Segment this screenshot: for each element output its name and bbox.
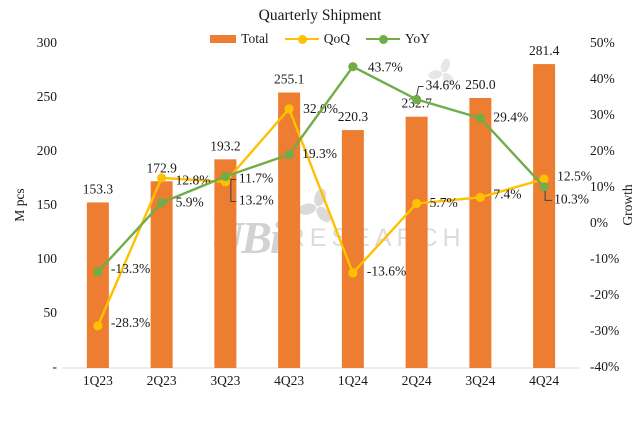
qoq-label-3Q23: 11.7% (239, 171, 273, 186)
bar-label-1Q23: 153.3 (83, 181, 114, 196)
right-axis-tick: 50% (590, 35, 615, 50)
left-axis-title: M pcs (12, 188, 27, 222)
right-axis-tick: 10% (590, 179, 615, 194)
legend-item-yoy: YoY (365, 31, 430, 47)
bar-label-4Q23: 255.1 (274, 71, 304, 86)
legend-item-qoq: QoQ (284, 31, 350, 47)
right-axis-tick: -30% (590, 323, 619, 338)
right-axis-tick: -10% (590, 251, 619, 266)
total-bar-swatch-icon (210, 35, 237, 43)
qoq-label-1Q23: -28.3% (111, 315, 150, 330)
legend-label-qoq: QoQ (323, 31, 350, 46)
qoq-line-swatch-icon (284, 34, 319, 44)
yoy-label-1Q24: 43.7% (368, 59, 403, 74)
bar-3Q23 (214, 159, 237, 368)
chart-legend: Total QoQ YoY (0, 31, 640, 47)
bar-label-3Q23: 193.2 (210, 138, 240, 153)
yoy-point-3Q23 (220, 171, 230, 182)
yoy-point-2Q23 (157, 198, 167, 208)
qoq-point-4Q24 (539, 174, 549, 184)
right-axis-tick: 40% (590, 71, 615, 86)
bar-3Q24 (469, 98, 492, 368)
x-axis-label-1Q23: 1Q23 (83, 373, 113, 388)
yoy-label-3Q23: 13.2% (239, 193, 274, 208)
yoy-point-1Q24 (348, 62, 358, 72)
qoq-point-2Q23 (157, 173, 167, 183)
x-axis-label-2Q23: 2Q23 (147, 373, 177, 388)
yoy-point-4Q24 (539, 182, 549, 192)
right-axis-title: Growth (620, 184, 635, 226)
yoy-point-3Q24 (475, 113, 485, 123)
yoy-label-2Q24: 34.6% (426, 78, 461, 93)
bar-label-1Q24: 220.3 (338, 109, 369, 124)
qoq-point-2Q24 (412, 198, 422, 209)
x-axis-label-1Q24: 1Q24 (338, 373, 368, 388)
x-axis-label-4Q23: 4Q23 (274, 373, 304, 388)
yoy-label-4Q23: 19.3% (302, 146, 337, 161)
qoq-label-4Q23: 32.0% (303, 101, 338, 116)
yoy-label-1Q23: -13.3% (111, 261, 150, 276)
bar-2Q24 (405, 116, 428, 369)
qoq-point-3Q24 (475, 192, 485, 202)
bar-label-4Q24: 281.4 (529, 43, 560, 58)
chart-title: Quarterly Shipment (258, 7, 382, 24)
left-axis-tick: 100 (37, 251, 58, 266)
left-axis-tick: 200 (37, 143, 58, 158)
yoy-point-2Q24 (412, 94, 422, 105)
qoq-point-1Q24 (348, 268, 358, 278)
qoq-label-4Q24: 12.5% (557, 169, 592, 184)
bar-2Q23 (150, 181, 173, 368)
callout-4q24 (544, 190, 553, 201)
right-axis-tick: 30% (590, 107, 615, 122)
qoq-point-4Q23 (284, 104, 294, 114)
x-axis-label-3Q23: 3Q23 (210, 373, 240, 388)
yoy-line (96, 65, 546, 273)
yoy-label-4Q24: 10.3% (554, 192, 589, 207)
bar-4Q23 (278, 92, 301, 368)
legend-label-yoy: YoY (404, 31, 430, 46)
right-axis-tick: 0% (590, 215, 608, 230)
qoq-line (96, 106, 545, 327)
bar-label-3Q24: 250.0 (465, 77, 496, 92)
legend-item-total: Total (210, 31, 269, 47)
right-axis-tick: -40% (590, 359, 619, 374)
yoy-point-4Q23 (284, 149, 294, 160)
bar-4Q24 (533, 64, 556, 368)
yoy-label-2Q23: 5.9% (176, 194, 204, 209)
left-axis-tick: 300 (37, 35, 58, 50)
left-axis-tick: 150 (37, 197, 58, 212)
callout-2q24 (416, 85, 424, 96)
right-axis-tick: 20% (590, 143, 615, 158)
callout-3q23 (230, 178, 237, 202)
qoq-label-2Q24: 5.7% (430, 195, 458, 210)
qoq-point-1Q23 (93, 321, 103, 331)
x-axis-label-3Q24: 3Q24 (465, 373, 495, 388)
x-axis-label-4Q24: 4Q24 (529, 373, 559, 388)
legend-label-total: Total (241, 31, 269, 46)
qoq-label-3Q24: 7.4% (493, 186, 521, 201)
bar-1Q23 (86, 202, 109, 368)
left-axis-tick: - (53, 359, 58, 374)
yoy-line-swatch-icon (365, 34, 400, 44)
qoq-label-2Q23: 12.8% (176, 173, 211, 188)
bar-1Q24 (341, 130, 364, 368)
qoq-label-1Q24: -13.6% (367, 264, 406, 279)
left-axis-tick: 250 (37, 89, 58, 104)
bar-label-2Q23: 172.9 (146, 160, 177, 175)
x-axis-label-2Q24: 2Q24 (402, 373, 432, 388)
yoy-point-1Q23 (93, 267, 103, 277)
yoy-label-3Q24: 29.4% (493, 109, 528, 124)
right-axis-tick: -20% (590, 287, 619, 302)
left-axis-tick: 50 (44, 305, 58, 320)
